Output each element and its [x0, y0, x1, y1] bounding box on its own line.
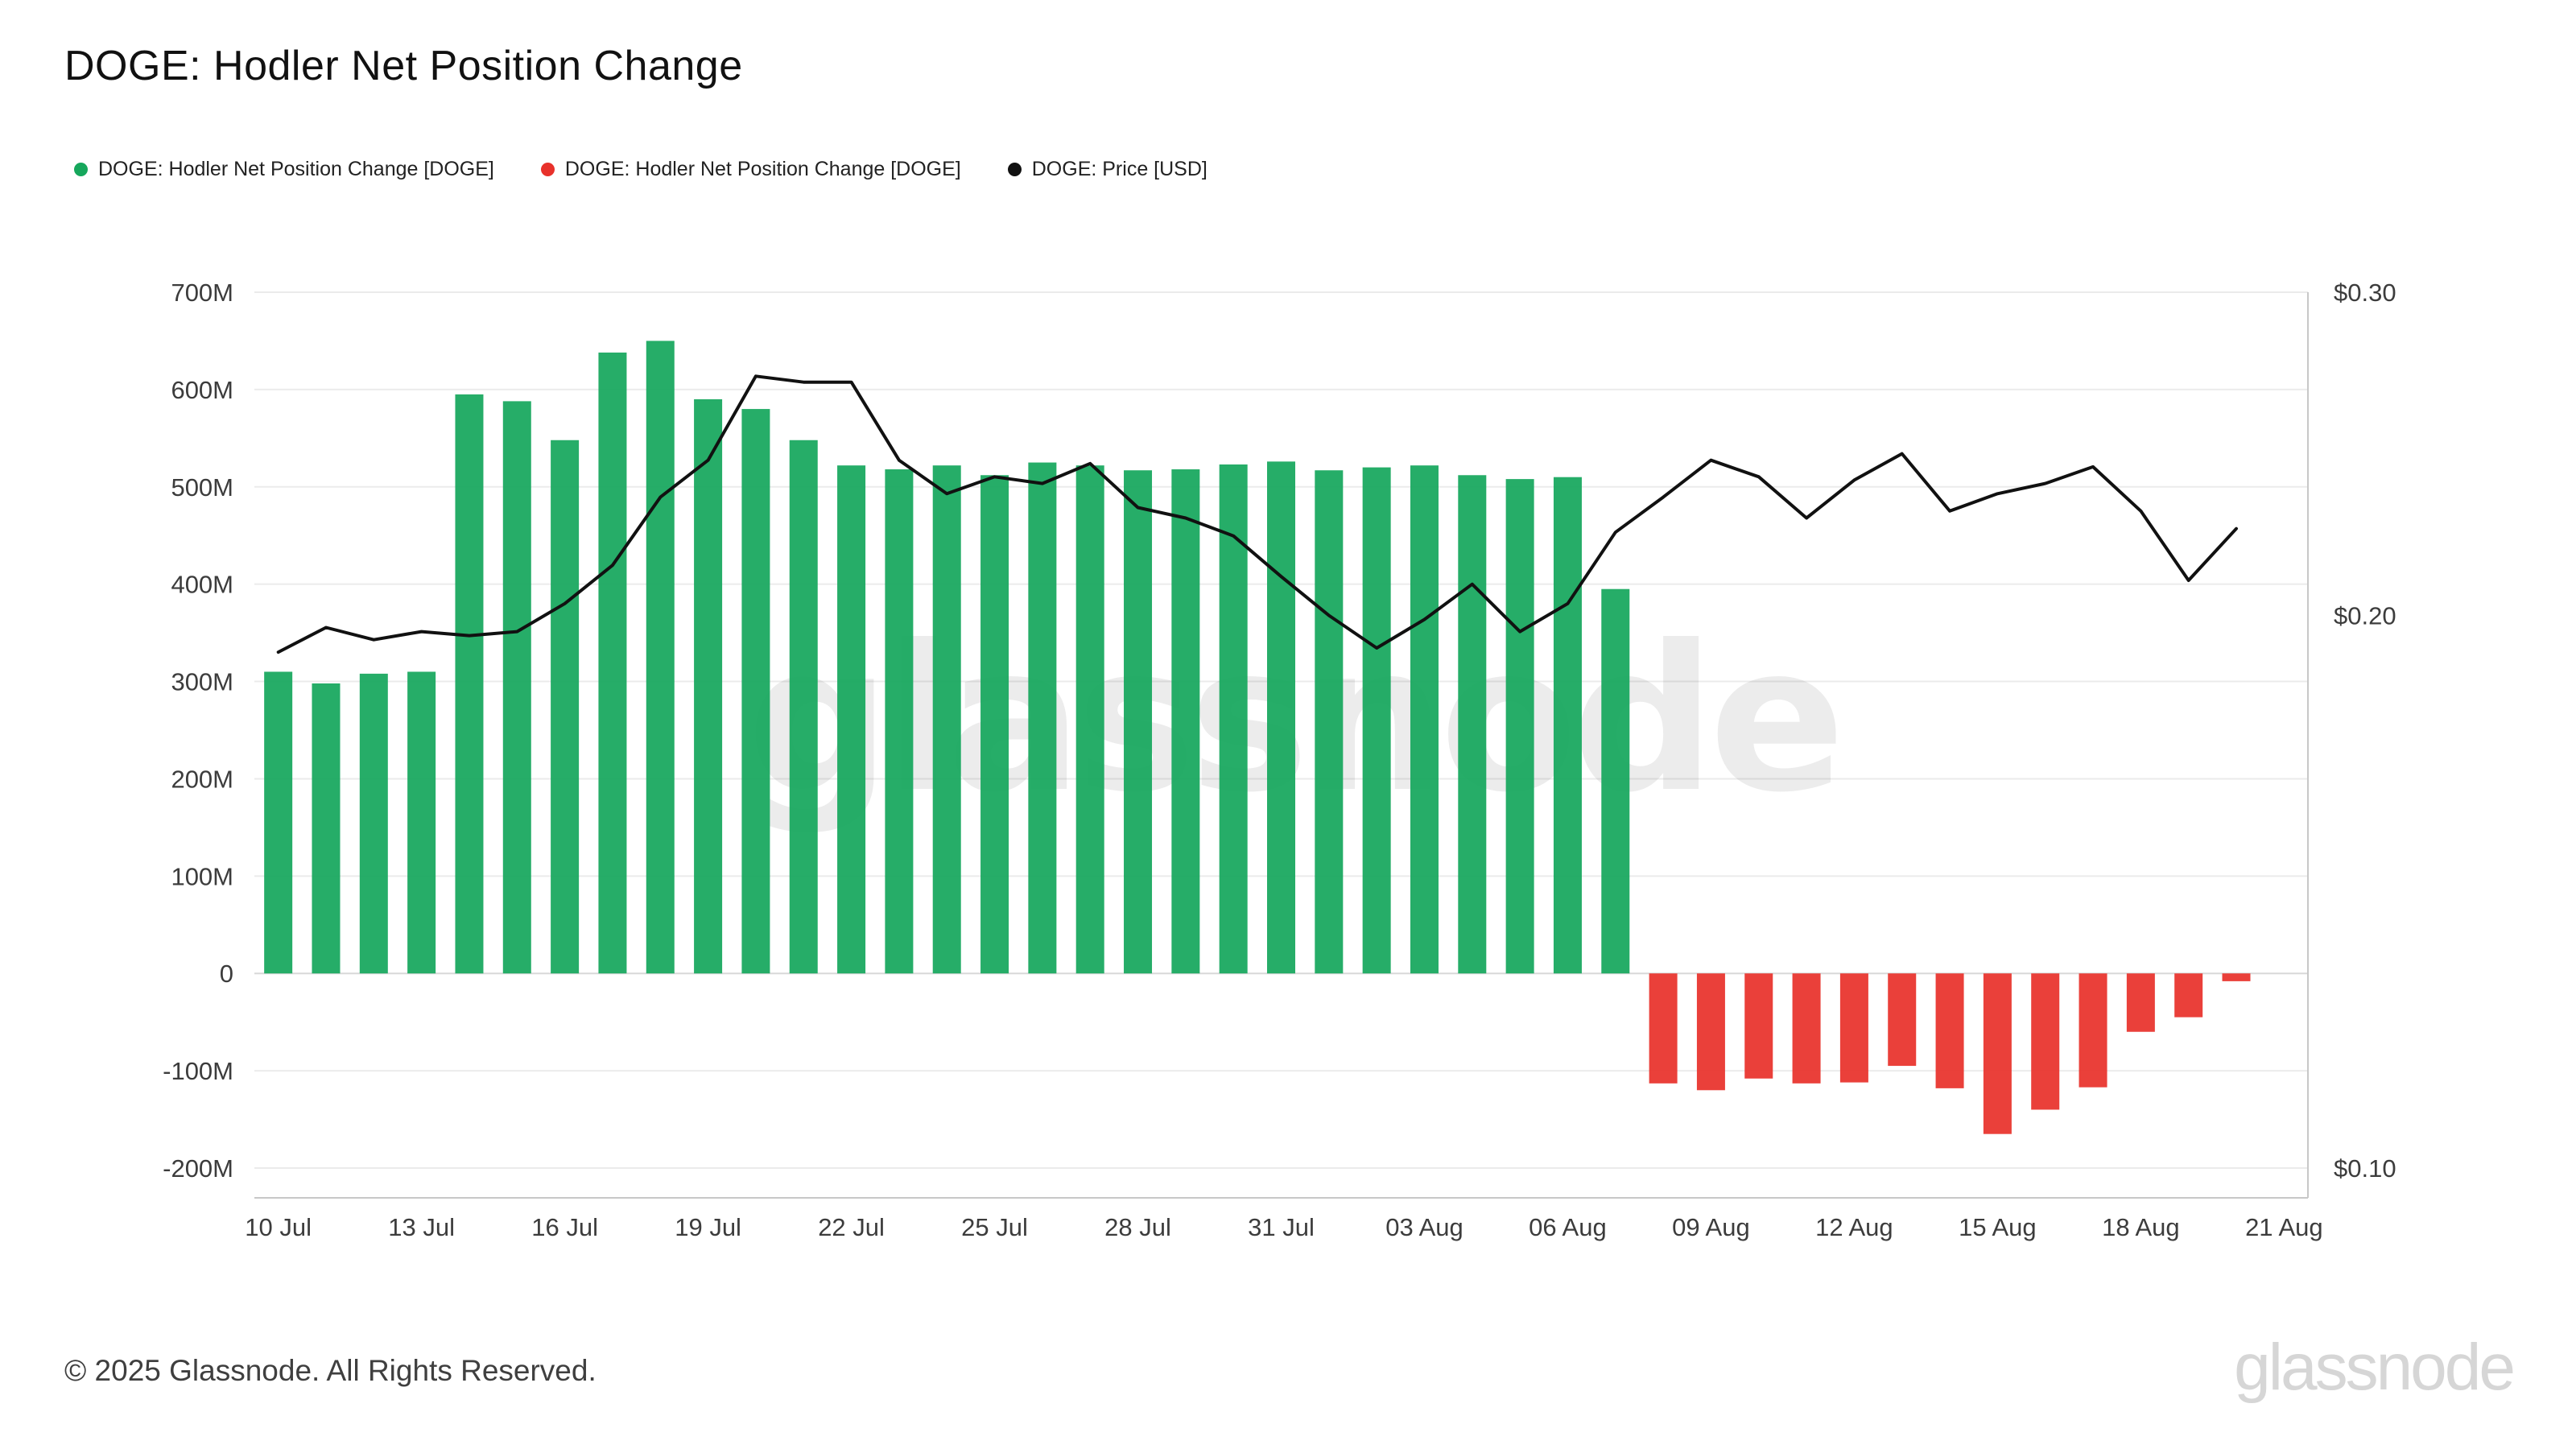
bar-14-Aug [1935, 973, 1964, 1088]
axis-border [254, 292, 2309, 1199]
legend-dot-icon [74, 163, 88, 176]
bar-29-Jul [1171, 469, 1200, 974]
bar-15-Jul [502, 401, 531, 974]
bar-19-Jul [694, 398, 723, 974]
left-axis-tick: 100M [171, 862, 233, 890]
x-axis-tick: 06 Aug [1529, 1213, 1607, 1241]
legend-dot-icon [540, 163, 555, 176]
bar-02-Aug [1362, 467, 1391, 974]
bar-20-Jul [741, 409, 770, 974]
bar-06-Aug [1553, 477, 1582, 974]
right-axis-tick: $0.10 [2334, 1154, 2396, 1183]
x-axis-tick: 10 Jul [245, 1213, 312, 1241]
left-axis-tick: 400M [171, 571, 233, 599]
legend-item-1[interactable]: DOGE: Hodler Net Position Change [DOGE] [540, 158, 961, 181]
bar-15-Aug [1983, 973, 2012, 1134]
bar-22-Jul [837, 465, 866, 974]
bar-12-Jul [359, 673, 388, 974]
price-line [276, 374, 2238, 654]
x-axis-tick: 31 Jul [1248, 1213, 1315, 1241]
legend-item-2[interactable]: DOGE: Price [USD] [1007, 158, 1208, 181]
x-axis-tick: 28 Jul [1104, 1213, 1171, 1241]
bar-30-Jul [1219, 464, 1248, 974]
page-title: DOGE: Hodler Net Position Change [64, 43, 743, 89]
right-axis-tick: $0.30 [2334, 279, 2396, 307]
bar-04-Aug [1458, 475, 1487, 974]
bar-11-Jul [312, 683, 341, 974]
bar-12-Aug [1839, 973, 1868, 1083]
left-axis-tick: -100M [163, 1057, 233, 1085]
x-axis-tick: 18 Aug [2102, 1213, 2180, 1241]
bar-08-Aug [1649, 973, 1678, 1084]
x-axis-tick: 19 Jul [675, 1213, 741, 1241]
copyright-text: © 2025 Glassnode. All Rights Reserved. [64, 1354, 597, 1387]
left-axis-tick: 300M [171, 668, 233, 696]
left-axis-tick: 200M [171, 765, 233, 793]
bar-16-Jul [551, 440, 580, 974]
left-axis-tick: 0 [220, 960, 233, 988]
bar-series [264, 341, 2251, 1134]
glassnode-logo: glassnode [2234, 1331, 2516, 1404]
price-line-series [276, 374, 2238, 654]
bar-18-Aug [2126, 973, 2155, 1032]
bar-21-Jul [789, 440, 818, 974]
bar-25-Jul [980, 475, 1009, 974]
legend-item-label: DOGE: Hodler Net Position Change [DOGE] [564, 158, 961, 180]
bar-05-Aug [1505, 479, 1534, 974]
axis-labels: 700M 600M 500M 400M 300M 200M 100M 0 -100M -200M $… [163, 279, 2396, 1241]
legend-item-label: DOGE: Hodler Net Position Change [DOGE] [98, 158, 494, 180]
legend-item-label: DOGE: Price [USD] [1031, 158, 1208, 180]
x-axis-tick: 13 Jul [388, 1213, 455, 1241]
bar-23-Jul [885, 469, 914, 974]
left-axis-tick: 600M [171, 376, 233, 404]
bar-31-Jul [1267, 461, 1295, 974]
bar-18-Jul [646, 341, 675, 974]
watermark: glassnode [746, 602, 1845, 836]
bar-03-Aug [1410, 465, 1439, 974]
bar-13-Aug [1888, 973, 1917, 1067]
x-axis-tick: 03 Aug [1385, 1213, 1463, 1241]
bar-24-Jul [932, 465, 961, 974]
bar-17-Aug [2079, 973, 2107, 1088]
watermark-text: glassnode [746, 602, 1839, 836]
x-axis-tick: 21 Aug [2245, 1213, 2323, 1241]
bar-11-Aug [1792, 973, 1821, 1084]
x-axis-tick: 22 Jul [818, 1213, 885, 1241]
x-axis-tick: 15 Aug [1959, 1213, 2037, 1241]
left-axis-tick: 500M [171, 473, 233, 502]
bar-07-Aug [1601, 588, 1630, 974]
bar-09-Aug [1696, 973, 1725, 1091]
x-axis-tick: 16 Jul [531, 1213, 598, 1241]
bar-13-Jul [407, 671, 436, 974]
bar-10-Jul [264, 671, 293, 974]
bar-17-Jul [598, 352, 627, 974]
right-axis-tick: $0.20 [2334, 602, 2396, 630]
bar-28-Jul [1124, 470, 1153, 974]
legend: DOGE: Hodler Net Position Change [DOGE] D… [74, 158, 1208, 181]
bar-27-Jul [1075, 465, 1104, 974]
bar-14-Jul [455, 394, 484, 974]
legend-dot-icon [1007, 163, 1022, 176]
left-axis-tick: 700M [171, 279, 233, 307]
bar-20-Aug [2222, 973, 2251, 981]
bar-16-Aug [2031, 973, 2060, 1110]
bar-26-Jul [1028, 462, 1057, 974]
bar-10-Aug [1744, 973, 1773, 1079]
x-axis-tick: 12 Aug [1815, 1213, 1893, 1241]
bar-01-Aug [1315, 470, 1344, 974]
legend-item-0[interactable]: DOGE: Hodler Net Position Change [DOGE] [74, 158, 494, 181]
x-axis-tick: 25 Jul [961, 1213, 1028, 1241]
bar-19-Aug [2174, 973, 2203, 1018]
left-axis-tick: -200M [163, 1154, 233, 1183]
x-axis-tick: 09 Aug [1672, 1213, 1750, 1241]
